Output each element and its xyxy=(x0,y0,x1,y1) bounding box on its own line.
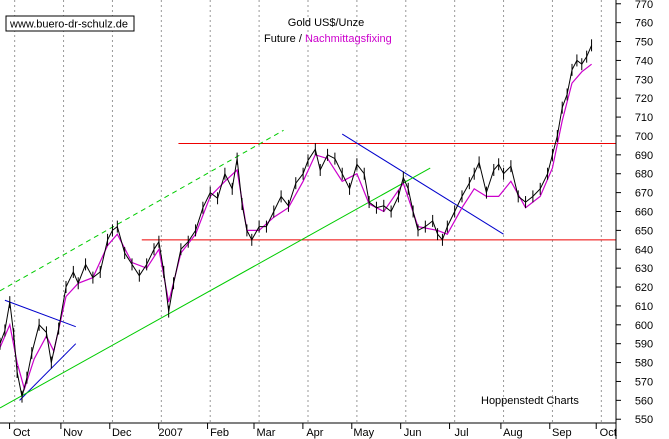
channel-upper-line xyxy=(0,129,284,292)
x-tick-label-6: Apr xyxy=(306,427,323,439)
y-tick-label-570: 570 xyxy=(635,376,653,388)
y-tick-label-620: 620 xyxy=(635,282,653,294)
credit-label: Hoppenstedt Charts xyxy=(481,395,579,407)
y-tick-label-690: 690 xyxy=(635,150,653,162)
y-tick-label-640: 640 xyxy=(635,244,653,256)
x-tick-label-12: Oct xyxy=(600,427,617,439)
y-tick-label-580: 580 xyxy=(635,358,653,370)
x-tick-label-1: Nov xyxy=(63,427,83,439)
y-tick-label-680: 680 xyxy=(635,169,653,181)
y-tick-label-770: 770 xyxy=(635,0,653,11)
x-tick-label-7: May xyxy=(353,427,374,439)
y-tick-label-750: 750 xyxy=(635,37,653,49)
y-tick-label-550: 550 xyxy=(635,414,653,426)
watermark: www.buero-dr-schulz.de xyxy=(9,19,128,31)
fixing-series-line xyxy=(0,63,592,392)
chart-title: Gold US$/Unze xyxy=(288,17,364,29)
grid-layer xyxy=(14,0,602,423)
y-tick-label-740: 740 xyxy=(635,55,653,67)
y-tick-label-730: 730 xyxy=(635,74,653,86)
y-tick-label-630: 630 xyxy=(635,263,653,275)
x-tick-label-5: Mar xyxy=(257,427,276,439)
y-tick-label-590: 590 xyxy=(635,339,653,351)
trend-up-small-line xyxy=(19,343,77,401)
y-tick-label-610: 610 xyxy=(635,301,653,313)
watermark-box xyxy=(5,15,135,32)
x-tick-label-11: Sep xyxy=(552,427,572,439)
y-tick-label-660: 660 xyxy=(635,207,653,219)
x-tick-label-8: Jun xyxy=(404,427,422,439)
y-tick-label-720: 720 xyxy=(635,93,653,105)
future-series-line xyxy=(0,45,593,397)
chart-subtitle: Future / Nachmittagsfixing xyxy=(264,33,392,45)
trend-down-main-line xyxy=(341,133,504,235)
trend-down-small-line xyxy=(4,299,76,328)
x-tick-label-3: 2007 xyxy=(158,427,182,439)
series-layer xyxy=(0,39,593,403)
x-tick-label-2: Dec xyxy=(112,427,132,439)
y-tick-label-670: 670 xyxy=(635,188,653,200)
y-tick-label-700: 700 xyxy=(635,131,653,143)
y-tick-label-650: 650 xyxy=(635,225,653,237)
y-axis-ticks: 550 560 570 580 590 600 610 620 630 640 650 660 670 6… xyxy=(616,0,653,426)
x-tick-label-10: Aug xyxy=(503,427,523,439)
x-tick-label-0: Oct xyxy=(13,427,30,439)
y-tick-label-600: 600 xyxy=(635,320,653,332)
y-tick-label-560: 560 xyxy=(635,395,653,407)
subtitle-future: Future / xyxy=(264,33,305,45)
channel-lower-line xyxy=(0,167,431,409)
y-tick-label-760: 760 xyxy=(635,18,653,30)
x-tick-label-9: Jul xyxy=(455,427,469,439)
y-tick-label-710: 710 xyxy=(635,112,653,124)
x-axis-ticks: Oct Nov Dec 2007 Feb Mar Apr May Jun Jul Aug Sep Oct xyxy=(9,423,617,439)
trend-lines-layer xyxy=(0,129,616,409)
x-tick-label-4: Feb xyxy=(210,427,229,439)
subtitle-fixing: Nachmittagsfixing xyxy=(305,33,392,45)
